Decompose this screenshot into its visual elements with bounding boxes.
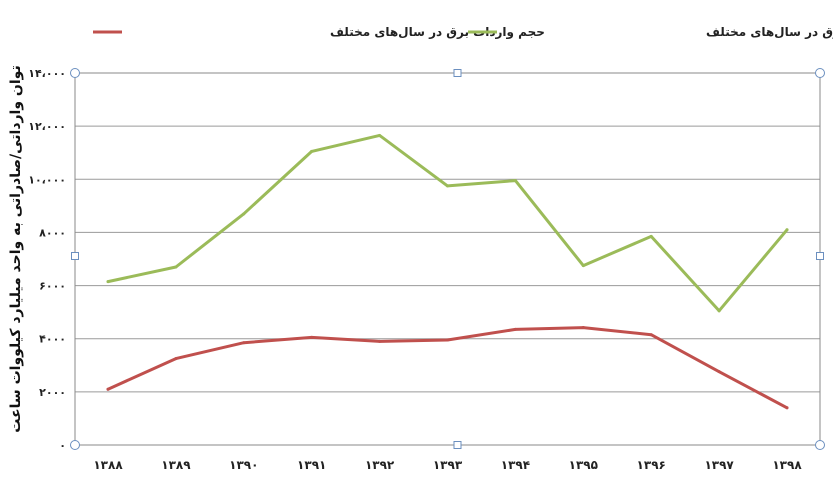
y-tick-label: ۶۰۰۰ xyxy=(39,280,66,293)
data-point xyxy=(785,228,789,232)
y-axis-ticks: ۰ ۲۰۰۰ ۴۰۰۰ ۶۰۰۰ ۸۰۰۰ ۱۰،۰۰۰ ۱۲،۰۰۰ ۱۴،۰۰۰ xyxy=(28,67,66,452)
corner-resize-handle[interactable] xyxy=(815,440,825,450)
x-tick-label: ۱۳۹۶ xyxy=(637,458,666,472)
x-tick-label: ۱۳۹۲ xyxy=(365,458,395,472)
data-point xyxy=(378,339,382,343)
x-tick-label: ۱۳۹۴ xyxy=(501,458,530,472)
data-point xyxy=(581,264,585,268)
data-point xyxy=(785,406,789,410)
corner-resize-handle[interactable] xyxy=(815,68,825,78)
x-tick-label: ۱۳۸۸ xyxy=(93,458,123,472)
data-point xyxy=(513,327,517,331)
y-tick-label: ۰ xyxy=(59,439,66,452)
series-line-1 xyxy=(106,133,789,313)
x-tick-label: ۱۳۹۷ xyxy=(704,458,734,472)
edge-resize-handle[interactable] xyxy=(453,441,462,449)
corner-resize-handle[interactable] xyxy=(70,440,80,450)
series-lines xyxy=(106,133,789,410)
data-point xyxy=(310,335,314,339)
data-point xyxy=(717,370,721,374)
data-point xyxy=(242,212,246,216)
y-tick-label: ۸۰۰۰ xyxy=(39,226,66,239)
x-tick-label: ۱۳۹۰ xyxy=(229,458,258,472)
legend-entry: حجم واردات برق در سال‌های مختلف xyxy=(330,25,545,40)
x-tick-label: ۱۳۹۸ xyxy=(772,458,802,472)
x-tick-label: ۱۳۹۳ xyxy=(433,458,463,472)
legend-entry: حجم صادرات برق در سال‌های مختلف xyxy=(706,25,833,39)
edge-resize-handle[interactable] xyxy=(453,69,462,77)
x-axis-ticks: ۱۳۸۸ ۱۳۸۹ ۱۳۹۰ ۱۳۹۱ ۱۳۹۲ ۱۳۹۳ ۱۳۹۴ ۱۳۹۵ ۱۳۹۶ ۱۳۹۷… xyxy=(93,458,802,472)
corner-resize-handle[interactable] xyxy=(70,68,80,78)
data-point xyxy=(649,234,653,238)
x-tick-label: ۱۳۸۹ xyxy=(161,458,191,472)
data-point xyxy=(174,357,178,361)
data-point xyxy=(446,338,449,342)
y-tick-label: ۴۰۰۰ xyxy=(39,333,66,346)
data-point xyxy=(242,341,246,345)
data-point xyxy=(649,333,653,337)
y-tick-label: ۱۴،۰۰۰ xyxy=(28,67,66,80)
data-point xyxy=(717,309,721,313)
data-point xyxy=(106,280,110,284)
legend: حجم واردات برق در سال‌های مختلف حجم صادرا… xyxy=(93,25,833,40)
y-axis-label: توان وارداتی/صادراتی به واحد میلیارد کیل… xyxy=(8,65,24,432)
data-point xyxy=(174,265,178,269)
x-tick-label: ۱۳۹۱ xyxy=(297,458,326,472)
gridlines xyxy=(75,125,820,393)
y-tick-label: ۱۰،۰۰۰ xyxy=(28,173,66,186)
data-point xyxy=(378,133,382,137)
x-tick-label: ۱۳۹۵ xyxy=(569,458,598,472)
selection-handles[interactable] xyxy=(70,68,825,450)
data-point xyxy=(310,149,314,153)
y-tick-label: ۲۰۰۰ xyxy=(39,386,66,399)
edge-resize-handle[interactable] xyxy=(816,252,824,260)
data-point xyxy=(106,387,110,391)
data-point xyxy=(581,326,585,330)
y-tick-label: ۱۲،۰۰۰ xyxy=(28,120,66,133)
edge-resize-handle[interactable] xyxy=(71,252,79,260)
data-point xyxy=(513,179,517,183)
data-point xyxy=(446,184,449,188)
